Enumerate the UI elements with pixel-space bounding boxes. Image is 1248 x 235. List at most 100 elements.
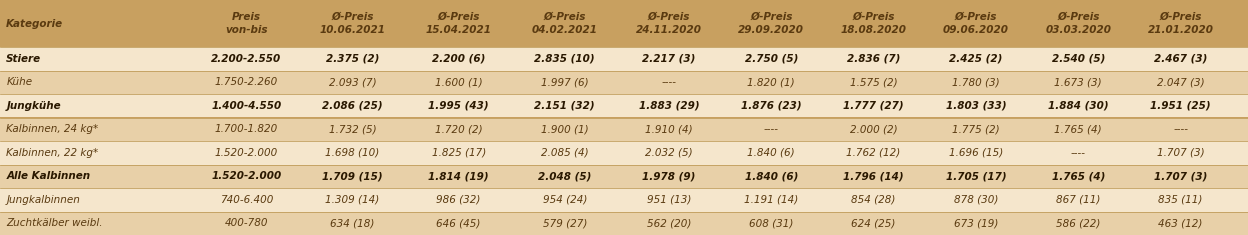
Text: 1.309 (14): 1.309 (14) [326, 195, 379, 205]
Text: Ø-Preis
21.01.2020: Ø-Preis 21.01.2020 [1148, 12, 1213, 35]
Text: 1.707 (3): 1.707 (3) [1154, 171, 1207, 181]
Text: 1.520-2.000: 1.520-2.000 [211, 171, 282, 181]
Text: 2.151 (32): 2.151 (32) [534, 101, 595, 111]
Text: ----: ---- [1071, 148, 1086, 158]
Text: 646 (45): 646 (45) [437, 218, 480, 228]
Text: 1.803 (33): 1.803 (33) [946, 101, 1006, 111]
Text: Jungkalbinnen: Jungkalbinnen [6, 195, 80, 205]
Text: Preis
von-bis: Preis von-bis [225, 12, 268, 35]
Text: 624 (25): 624 (25) [851, 218, 896, 228]
Text: 1.762 (12): 1.762 (12) [846, 148, 901, 158]
Text: 1.191 (14): 1.191 (14) [744, 195, 799, 205]
Text: Zuchtkälber weibl.: Zuchtkälber weibl. [6, 218, 102, 228]
Text: Alle Kalbinnen: Alle Kalbinnen [6, 171, 90, 181]
Text: 1.732 (5): 1.732 (5) [328, 124, 377, 134]
Text: 2.086 (25): 2.086 (25) [322, 101, 383, 111]
Text: 2.217 (3): 2.217 (3) [643, 54, 695, 64]
Text: 1.820 (1): 1.820 (1) [748, 77, 795, 87]
Text: 1.520-2.000: 1.520-2.000 [215, 148, 278, 158]
Text: Ø-Preis
29.09.2020: Ø-Preis 29.09.2020 [739, 12, 804, 35]
Text: 1.825 (17): 1.825 (17) [432, 148, 485, 158]
Text: 1.840 (6): 1.840 (6) [745, 171, 797, 181]
Text: 2.836 (7): 2.836 (7) [847, 54, 900, 64]
Text: 1.765 (4): 1.765 (4) [1052, 171, 1104, 181]
Text: 2.000 (2): 2.000 (2) [850, 124, 897, 134]
Bar [0, 164, 1248, 188]
Text: 634 (18): 634 (18) [331, 218, 374, 228]
Text: 835 (11): 835 (11) [1158, 195, 1203, 205]
Text: 2.425 (2): 2.425 (2) [950, 54, 1002, 64]
Text: Kategorie: Kategorie [6, 19, 64, 28]
Text: 608 (31): 608 (31) [749, 218, 794, 228]
Text: 1.883 (29): 1.883 (29) [639, 101, 699, 111]
Text: 1.997 (6): 1.997 (6) [540, 77, 589, 87]
Text: 954 (24): 954 (24) [543, 195, 587, 205]
Text: 1.600 (1): 1.600 (1) [434, 77, 483, 87]
Text: 1.814 (19): 1.814 (19) [428, 171, 489, 181]
Text: 1.884 (30): 1.884 (30) [1048, 101, 1108, 111]
Text: 562 (20): 562 (20) [646, 218, 691, 228]
Text: 1.705 (17): 1.705 (17) [946, 171, 1006, 181]
Text: 1.575 (2): 1.575 (2) [850, 77, 897, 87]
Text: 2.200 (6): 2.200 (6) [432, 54, 485, 64]
Text: ----: ---- [764, 124, 779, 134]
Text: 2.032 (5): 2.032 (5) [645, 148, 693, 158]
Text: 878 (30): 878 (30) [953, 195, 998, 205]
Text: 1.876 (23): 1.876 (23) [741, 101, 801, 111]
Text: 2.047 (3): 2.047 (3) [1157, 77, 1204, 87]
Text: 1.910 (4): 1.910 (4) [645, 124, 693, 134]
Text: Jungkühe: Jungkühe [6, 101, 61, 111]
Text: ----: ---- [661, 77, 676, 87]
Text: 1.707 (3): 1.707 (3) [1157, 148, 1204, 158]
Text: 1.698 (10): 1.698 (10) [326, 148, 379, 158]
Text: 854 (28): 854 (28) [851, 195, 896, 205]
Text: 1.951 (25): 1.951 (25) [1151, 101, 1211, 111]
Text: 586 (22): 586 (22) [1056, 218, 1101, 228]
Text: 1.720 (2): 1.720 (2) [434, 124, 483, 134]
Text: 2.750 (5): 2.750 (5) [745, 54, 797, 64]
Text: 1.765 (4): 1.765 (4) [1055, 124, 1102, 134]
Bar [0, 118, 1248, 141]
Text: Kalbinnen, 24 kg*: Kalbinnen, 24 kg* [6, 124, 99, 134]
Text: 2.200-2.550: 2.200-2.550 [211, 54, 282, 64]
Text: Ø-Preis
24.11.2020: Ø-Preis 24.11.2020 [636, 12, 701, 35]
Text: Ø-Preis
03.03.2020: Ø-Preis 03.03.2020 [1046, 12, 1111, 35]
Text: 463 (12): 463 (12) [1158, 218, 1203, 228]
Text: 1.796 (14): 1.796 (14) [844, 171, 904, 181]
Text: 2.467 (3): 2.467 (3) [1154, 54, 1207, 64]
Text: 1.780 (3): 1.780 (3) [952, 77, 1000, 87]
Bar [0, 47, 1248, 70]
Text: 986 (32): 986 (32) [437, 195, 480, 205]
Text: 867 (11): 867 (11) [1056, 195, 1101, 205]
Bar [0, 188, 1248, 212]
Text: Ø-Preis
04.02.2021: Ø-Preis 04.02.2021 [532, 12, 598, 35]
Text: 2.375 (2): 2.375 (2) [326, 54, 379, 64]
Bar [0, 70, 1248, 94]
Text: 1.777 (27): 1.777 (27) [844, 101, 904, 111]
Text: 2.085 (4): 2.085 (4) [540, 148, 589, 158]
Text: 1.978 (9): 1.978 (9) [643, 171, 695, 181]
Text: 1.696 (15): 1.696 (15) [948, 148, 1003, 158]
Text: 1.709 (15): 1.709 (15) [322, 171, 383, 181]
Bar [0, 0, 1248, 47]
Text: 1.900 (1): 1.900 (1) [540, 124, 589, 134]
Text: 2.093 (7): 2.093 (7) [328, 77, 377, 87]
Text: 2.048 (5): 2.048 (5) [538, 171, 592, 181]
Text: Ø-Preis
09.06.2020: Ø-Preis 09.06.2020 [943, 12, 1008, 35]
Text: 1.840 (6): 1.840 (6) [748, 148, 795, 158]
Text: 1.700-1.820: 1.700-1.820 [215, 124, 278, 134]
Text: Kühe: Kühe [6, 77, 32, 87]
Text: 673 (19): 673 (19) [953, 218, 998, 228]
Text: 740-6.400: 740-6.400 [220, 195, 273, 205]
Text: 1.673 (3): 1.673 (3) [1055, 77, 1102, 87]
Text: Ø-Preis
10.06.2021: Ø-Preis 10.06.2021 [319, 12, 386, 35]
Text: Kalbinnen, 22 kg*: Kalbinnen, 22 kg* [6, 148, 99, 158]
Text: 951 (13): 951 (13) [646, 195, 691, 205]
Text: Ø-Preis
18.08.2020: Ø-Preis 18.08.2020 [841, 12, 906, 35]
Bar [0, 212, 1248, 235]
Text: 400-780: 400-780 [225, 218, 268, 228]
Text: Stiere: Stiere [6, 54, 41, 64]
Text: 1.400-4.550: 1.400-4.550 [211, 101, 282, 111]
Bar [0, 141, 1248, 164]
Text: 2.835 (10): 2.835 (10) [534, 54, 595, 64]
